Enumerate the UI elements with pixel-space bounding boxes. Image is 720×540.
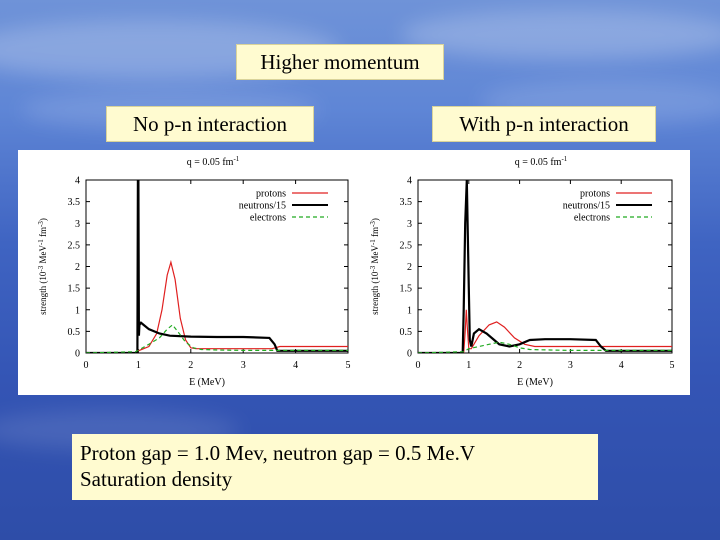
y-tick-label: 2 — [407, 262, 412, 273]
x-axis-label: E (MeV) — [189, 377, 225, 388]
note-line-density: Saturation density — [80, 467, 233, 491]
x-tick-label: 3 — [568, 360, 573, 371]
y-tick-label: 2.5 — [68, 240, 81, 251]
x-tick-label: 1 — [466, 360, 471, 371]
y-tick-label: 1.5 — [68, 284, 81, 295]
y-tick-label: 0.5 — [400, 327, 413, 338]
legend-label: electrons — [250, 213, 286, 224]
legend-label: protons — [256, 189, 286, 200]
chart-title: q = 0.05 fm-1 — [187, 155, 240, 168]
x-tick-label: 4 — [619, 360, 624, 371]
series-line-electrons — [86, 324, 348, 353]
x-axis-label: E (MeV) — [517, 377, 553, 388]
x-tick-label: 5 — [670, 360, 675, 371]
x-tick-label: 2 — [517, 360, 522, 371]
y-tick-label: 1.5 — [400, 284, 413, 295]
legend-label: neutrons/15 — [563, 201, 610, 212]
left-panel-label: No p-n interaction — [106, 106, 314, 142]
chart-title: q = 0.05 fm-1 — [515, 155, 568, 168]
left-chart: q = 0.05 fm-1 0 0.5 1 1.5 2 2.5 3 3.5 4 0 1 2 3 4 5 E (M… — [37, 155, 351, 388]
y-axis-label: strength (10-3 MeV-1 fm-3) — [37, 218, 48, 315]
x-tick-label: 3 — [241, 360, 246, 371]
y-tick-label: 2 — [75, 262, 80, 273]
x-tick-label: 2 — [188, 360, 193, 371]
x-tick-label: 0 — [416, 360, 421, 371]
y-tick-label: 3.5 — [400, 197, 413, 208]
y-tick-label: 0 — [75, 349, 80, 360]
y-tick-label: 2.5 — [400, 240, 413, 251]
y-tick-label: 4 — [407, 176, 412, 187]
y-tick-label: 0.5 — [68, 327, 81, 338]
right-chart: q = 0.05 fm-1 0 0.5 1 1.5 2 2.5 3 3.5 4 0 1 2 3 4 5 E (M… — [369, 155, 675, 388]
parameters-note: Proton gap = 1.0 Mev, neutron gap = 0.5 … — [72, 434, 598, 500]
series-line-neutrons — [418, 180, 672, 353]
y-tick-label: 0 — [407, 349, 412, 360]
y-axis-label: strength (10-3 MeV-1 fm-3) — [369, 218, 380, 315]
series-line-protons — [86, 259, 348, 353]
series-line-electrons — [418, 341, 672, 353]
right-chart-panel: q = 0.05 fm-1 0 0.5 1 1.5 2 2.5 3 3.5 4 0 1 2 3 4 5 E (M… — [360, 150, 690, 395]
x-tick-label: 5 — [346, 360, 351, 371]
series-line-protons — [418, 309, 672, 353]
left-chart-panel: q = 0.05 fm-1 0 0.5 1 1.5 2 2.5 3 3.5 4 0 1 2 3 4 5 E (M… — [18, 150, 360, 395]
series-line-neutrons — [86, 180, 348, 353]
slide-title: Higher momentum — [236, 44, 444, 80]
right-panel-label: With p-n interaction — [432, 106, 656, 142]
y-tick-label: 3 — [407, 219, 412, 230]
y-tick-label: 3 — [75, 219, 80, 230]
y-tick-label: 1 — [407, 305, 412, 316]
legend-label: protons — [580, 189, 610, 200]
note-line-gaps: Proton gap = 1.0 Mev, neutron gap = 0.5 … — [80, 441, 476, 465]
x-tick-label: 1 — [136, 360, 141, 371]
legend-label: neutrons/15 — [239, 201, 286, 212]
x-tick-label: 0 — [84, 360, 89, 371]
y-tick-label: 1 — [75, 305, 80, 316]
y-tick-label: 3.5 — [68, 197, 81, 208]
legend-label: electrons — [574, 213, 610, 224]
x-tick-label: 4 — [293, 360, 298, 371]
y-tick-label: 4 — [75, 176, 80, 187]
